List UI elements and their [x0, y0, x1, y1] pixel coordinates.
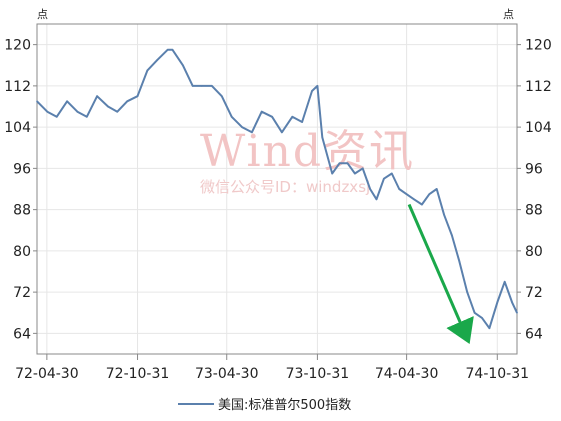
- data-point: [383, 177, 385, 180]
- data-point: [96, 95, 98, 97]
- watermark-sub: 微信公众号ID：windzxsj: [200, 178, 370, 196]
- y-tick-label-left: 64: [13, 326, 31, 342]
- y-unit-right: 点: [503, 8, 514, 21]
- y-tick-label-right: 72: [525, 285, 543, 301]
- y-tick-label-right: 120: [525, 38, 552, 54]
- data-point: [166, 49, 169, 51]
- y-tick-label-left: 112: [4, 79, 31, 95]
- data-point: [260, 110, 263, 113]
- annotation-group: [407, 203, 474, 345]
- trend-arrow: [407, 203, 474, 345]
- data-point: [413, 198, 415, 201]
- y-tick-label-left: 104: [4, 120, 31, 136]
- data-point: [66, 100, 68, 103]
- data-point: [291, 116, 294, 118]
- y-tick-label-right: 96: [525, 161, 543, 177]
- data-point: [443, 214, 445, 216]
- data-point: [211, 85, 213, 87]
- data-point: [36, 100, 38, 103]
- data-point: [126, 100, 128, 103]
- x-tick-label: 74-10-31: [466, 366, 530, 382]
- x-tick-label: 74-04-30: [375, 366, 439, 382]
- data-point: [191, 85, 194, 87]
- x-tick-label: 72-10-31: [106, 366, 170, 382]
- y-tick-label-left: 120: [4, 38, 31, 54]
- x-tick-label: 73-04-30: [195, 366, 259, 382]
- legend-label: 美国:标准普尔500指数: [218, 398, 351, 413]
- data-point: [405, 193, 408, 195]
- data-point: [146, 69, 149, 72]
- y-tick-label-right: 104: [525, 120, 552, 136]
- data-point: [136, 95, 139, 97]
- watermark: Wind资讯 微信公众号ID：windzxsj: [200, 126, 415, 196]
- data-point: [230, 116, 233, 118]
- data-point: [200, 85, 203, 87]
- data-point: [116, 110, 119, 113]
- data-point: [221, 95, 223, 97]
- data-point: [316, 85, 319, 87]
- legend: 美国:标准普尔500指数: [178, 398, 351, 413]
- data-point: [488, 327, 491, 330]
- data-point: [46, 110, 49, 113]
- data-point: [369, 188, 371, 190]
- data-point: [321, 136, 324, 139]
- series-group: [36, 48, 518, 330]
- data-point: [311, 90, 313, 92]
- data-point: [496, 301, 499, 304]
- data-point: [354, 172, 356, 175]
- data-point: [473, 312, 476, 314]
- x-tick-label: 72-04-30: [15, 366, 79, 382]
- data-point: [171, 49, 174, 51]
- data-point: [451, 234, 453, 237]
- x-tick-label: 73-10-31: [286, 366, 350, 382]
- data-point: [301, 121, 303, 123]
- data-point: [331, 172, 334, 175]
- y-tick-label-left: 80: [13, 244, 31, 260]
- data-point: [503, 281, 506, 283]
- y-tick-label-right: 64: [525, 326, 543, 342]
- data-point: [55, 116, 58, 118]
- data-point: [361, 167, 364, 170]
- plot-frame: [36, 23, 518, 355]
- data-point: [76, 110, 79, 113]
- y-unit-left: 点: [37, 8, 48, 21]
- grid-lines: [37, 24, 517, 354]
- data-point: [251, 131, 253, 134]
- data-point: [107, 105, 109, 108]
- data-point: [398, 188, 401, 190]
- y-tick-label-right: 80: [525, 244, 543, 260]
- data-point: [346, 162, 349, 164]
- data-point: [466, 291, 469, 293]
- data-point: [375, 198, 378, 201]
- x-axis: 72-04-30 72-10-31 73-04-30 73-10-31 74-04-30…: [15, 354, 529, 382]
- y-tick-label-left: 96: [13, 161, 31, 177]
- data-point: [281, 131, 283, 134]
- y-axis-right: 64 72 80 88 96 104 112 120: [517, 38, 552, 342]
- data-point: [182, 64, 184, 67]
- y-tick-label-right: 88: [525, 203, 543, 219]
- data-point: [391, 172, 393, 175]
- data-point: [421, 203, 423, 206]
- watermark-main: Wind资讯: [200, 126, 415, 177]
- y-tick-label-left: 88: [13, 203, 31, 219]
- data-point: [435, 188, 438, 190]
- data-point: [511, 301, 513, 304]
- data-point: [338, 162, 341, 164]
- data-point: [428, 193, 431, 195]
- data-point: [458, 260, 461, 263]
- data-point: [156, 59, 158, 61]
- y-tick-label-left: 72: [13, 285, 31, 301]
- y-tick-label-right: 112: [525, 79, 552, 95]
- data-point: [241, 126, 243, 128]
- data-point: [481, 317, 483, 319]
- data-point: [271, 116, 273, 118]
- data-point: [516, 312, 518, 314]
- data-point: [86, 116, 88, 118]
- y-axis-left: 64 72 80 88 96 104 112 120: [4, 38, 37, 342]
